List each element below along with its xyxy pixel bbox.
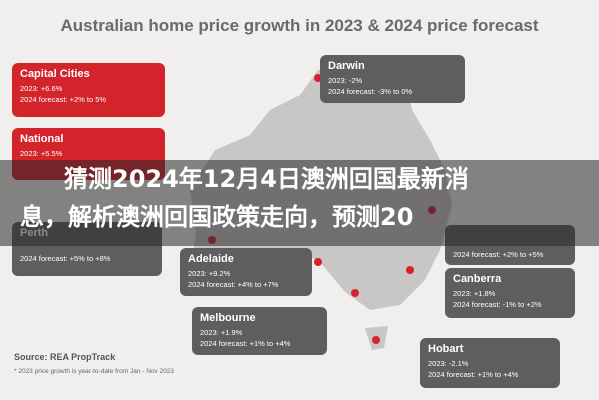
forecast-2024: 2024 forecast: +1% to +4% bbox=[428, 370, 519, 379]
growth-2023: 2023: +5.5% bbox=[20, 149, 63, 158]
headline-line: 猜测2024年12月4日澳洲回国最新消 bbox=[64, 165, 469, 193]
city-name: Adelaide bbox=[188, 253, 234, 265]
title: Australian home price growth in 2023 & 2… bbox=[60, 16, 539, 35]
forecast-2024: 2024 forecast: +1% to +4% bbox=[200, 339, 291, 348]
growth-2023: 2023: +1.9% bbox=[200, 328, 243, 337]
headline-line: 息，解析澳洲回国政策走向，预测20 bbox=[20, 203, 414, 231]
growth-2023: 2023: -2.1% bbox=[428, 359, 469, 368]
forecast-2024: 2024 forecast: -1% to +2% bbox=[453, 300, 542, 309]
city-name: National bbox=[20, 133, 64, 145]
growth-2023: 2023: +6.6% bbox=[20, 84, 63, 93]
callout: Capital Cities 2023: +6.6% 2024 forecast: … bbox=[12, 63, 165, 117]
source: Source: REA PropTrack bbox=[14, 352, 116, 362]
forecast-2024: 2024 forecast: +5% to +8% bbox=[20, 254, 111, 263]
forecast-2024: 2024 forecast: +2% to 5% bbox=[20, 95, 107, 104]
forecast-2024: 2024 forecast: +4% to +7% bbox=[188, 280, 279, 289]
growth-2023: 2023: -2% bbox=[328, 76, 363, 85]
callout: Hobart 2023: -2.1% 2024 forecast: +1% to +… bbox=[420, 338, 560, 388]
callout: Melbourne 2023: +1.9% 2024 forecast: +1% t… bbox=[192, 307, 327, 355]
city-name: Capital Cities bbox=[20, 68, 90, 80]
city-name: Canberra bbox=[453, 273, 502, 285]
city-name: Hobart bbox=[428, 343, 464, 355]
growth-2023: 2023: +9.2% bbox=[188, 269, 231, 278]
growth-2023: 2023: +1.8% bbox=[453, 289, 496, 298]
forecast-2024: 2024 forecast: -3% to 0% bbox=[328, 87, 413, 96]
city-name: Melbourne bbox=[200, 312, 256, 324]
headline-banner: 猜测2024年12月4日澳洲回国最新消息，解析澳洲回国政策走向，预测20 bbox=[0, 160, 599, 246]
forecast-2024: 2024 forecast: +2% to +5% bbox=[453, 250, 544, 259]
footnote: * 2023 price growth is year-to-date from… bbox=[14, 368, 175, 375]
callout: Canberra 2023: +1.8% 2024 forecast: -1% to… bbox=[445, 268, 575, 318]
city-name: Darwin bbox=[328, 60, 365, 72]
callout: Adelaide 2023: +9.2% 2024 forecast: +4% to… bbox=[180, 248, 312, 296]
callout: Darwin 2023: -2% 2024 forecast: -3% to 0% bbox=[320, 55, 465, 103]
